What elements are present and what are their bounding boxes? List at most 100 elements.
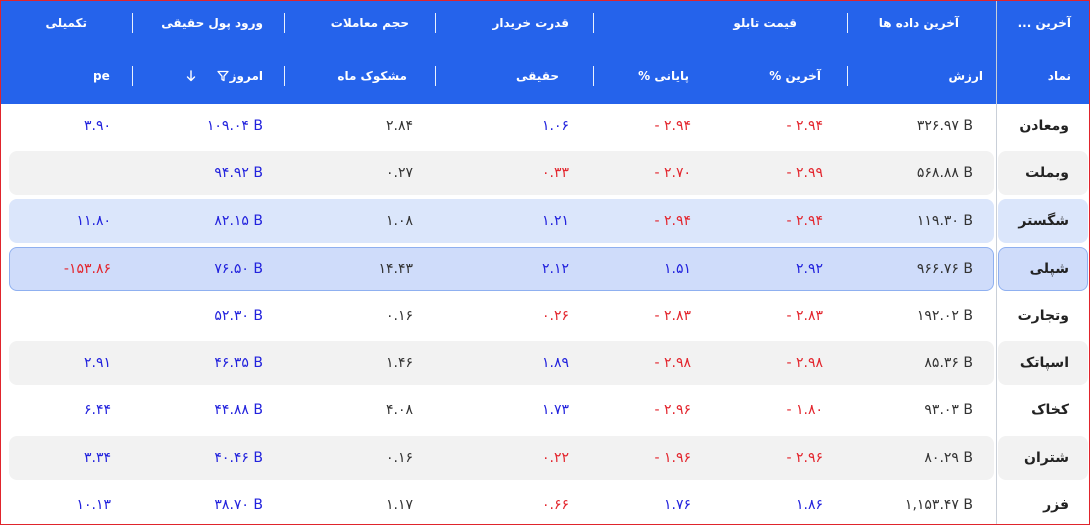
real-cell: ۰.۳۳: [541, 165, 569, 181]
symbol-cell[interactable]: وبملت: [1025, 165, 1069, 181]
symbol-cell[interactable]: ومعادن: [1019, 118, 1069, 134]
row-background: [998, 104, 1088, 148]
suspicious-month-cell: ۱.۱۷: [385, 497, 413, 513]
value-cell: ۱۹۲.۰۲ B: [916, 308, 973, 324]
real-cell: ۰.۲۶: [541, 308, 569, 324]
header-divider: [435, 66, 436, 86]
close-pct-cell: - ۲.۹۸: [654, 355, 691, 371]
table-row[interactable]: ومعادن ۳۲۶.۹۷ B - ۲.۹۴ - ۲.۹۴ ۱.۰۶ ۲.۸۴ …: [1, 104, 1089, 148]
table-row[interactable]: وبملت ۵۶۸.۸۸ B - ۲.۹۹ - ۲.۷۰ ۰.۳۳ ۰.۲۷ ۹…: [1, 151, 1089, 195]
real-cell: ۲.۱۲: [541, 261, 569, 277]
group-latest-more[interactable]: آخرین ...: [1017, 16, 1071, 30]
row-background: [998, 388, 1088, 432]
row-background: [9, 483, 994, 524]
pe-cell: ۱۱.۸۰: [76, 213, 111, 229]
last-pct-cell: ۱.۸۶: [795, 497, 823, 513]
row-background: [998, 199, 1088, 243]
header-divider: [847, 13, 848, 33]
filter-icon[interactable]: [217, 67, 229, 85]
pe-cell: ۶.۴۴: [83, 402, 111, 418]
table-row[interactable]: شتران ۸۰.۲۹ B - ۲.۹۶ - ۱.۹۶ ۰.۲۲ ۰.۱۶ ۴۰…: [1, 436, 1089, 480]
suspicious-month-cell: ۰.۱۶: [385, 308, 413, 324]
group-trade-volume[interactable]: حجم معاملات: [330, 16, 409, 30]
table-header: آخرین ... آخرین داده ها قیمت تابلو قدرت …: [1, 1, 1089, 104]
row-background: [998, 483, 1088, 524]
row-background: [998, 151, 1088, 195]
close-pct-cell: - ۲.۸۳: [654, 308, 691, 324]
group-buyer-power[interactable]: قدرت خریدار: [492, 16, 569, 30]
real-cell: ۱.۰۶: [541, 118, 569, 134]
today-cell: ۵۲.۳۰ B: [214, 308, 263, 324]
real-cell: ۱.۷۳: [541, 402, 569, 418]
real-cell: ۰.۶۶: [541, 497, 569, 513]
sort-desc-icon[interactable]: [185, 67, 197, 85]
table-row[interactable]: اسپاتک ۸۵.۳۶ B - ۲.۹۸ - ۲.۹۸ ۱.۸۹ ۱.۴۶ ۴…: [1, 341, 1089, 385]
col-symbol[interactable]: نماد: [1047, 69, 1071, 83]
pe-cell: ۲.۹۱: [83, 355, 111, 371]
symbol-cell[interactable]: کخاک: [1031, 402, 1069, 418]
row-background: [9, 436, 994, 480]
value-cell: ۹۳.۰۳ B: [924, 402, 973, 418]
suspicious-month-cell: ۰.۲۷: [385, 165, 413, 181]
today-cell: ۴۰.۴۶ B: [214, 450, 263, 466]
pe-cell: ۳.۹۰: [83, 118, 111, 134]
row-background: [998, 341, 1088, 385]
row-background: [9, 341, 994, 385]
row-background: [9, 247, 994, 291]
table-row[interactable]: فزر ۱,۱۵۳.۴۷ B ۱.۸۶ ۱.۷۶ ۰.۶۶ ۱.۱۷ ۳۸.۷۰…: [1, 483, 1089, 524]
group-real-money-inflow[interactable]: ورود پول حقیقی: [161, 16, 263, 30]
table-row[interactable]: کخاک ۹۳.۰۳ B - ۱.۸۰ - ۲.۹۶ ۱.۷۳ ۴.۰۸ ۴۴.…: [1, 388, 1089, 432]
last-pct-cell: - ۲.۸۳: [786, 308, 823, 324]
col-today[interactable]: امروز: [229, 69, 263, 83]
today-cell: ۸۲.۱۵ B: [214, 213, 263, 229]
col-real[interactable]: حقیقی: [516, 69, 559, 83]
last-pct-cell: - ۲.۹۸: [786, 355, 823, 371]
group-supplementary[interactable]: تکمیلی: [45, 16, 87, 30]
table-row[interactable]: شگستر ۱۱۹.۳۰ B - ۲.۹۴ - ۲.۹۴ ۱.۲۱ ۱.۰۸ ۸…: [1, 199, 1089, 243]
suspicious-month-cell: ۱۴.۴۳: [378, 261, 413, 277]
row-background: [9, 388, 994, 432]
symbol-cell[interactable]: اسپاتک: [1019, 355, 1069, 371]
today-cell: ۴۴.۸۸ B: [214, 402, 263, 418]
symbol-cell[interactable]: فزر: [1043, 497, 1069, 513]
symbol-cell[interactable]: شپلی: [1029, 261, 1069, 277]
header-divider: [435, 13, 436, 33]
last-pct-cell: - ۲.۹۴: [786, 118, 823, 134]
pe-cell: -۱۵۳.۸۶: [63, 261, 111, 277]
close-pct-cell: - ۲.۹۴: [654, 213, 691, 229]
group-board-price[interactable]: قیمت تابلو: [733, 16, 797, 30]
symbol-cell[interactable]: وتجارت: [1017, 308, 1069, 324]
close-pct-cell: - ۲.۹۶: [654, 402, 691, 418]
symbol-column-divider: [996, 1, 997, 524]
table-row[interactable]: وتجارت ۱۹۲.۰۲ B - ۲.۸۳ - ۲.۸۳ ۰.۲۶ ۰.۱۶ …: [1, 294, 1089, 338]
value-cell: ۵۶۸.۸۸ B: [916, 165, 973, 181]
row-background: [9, 294, 994, 338]
today-cell: ۳۸.۷۰ B: [214, 497, 263, 513]
value-cell: ۸۵.۳۶ B: [924, 355, 973, 371]
today-cell: ۱۰۹.۰۴ B: [206, 118, 263, 134]
header-divider: [593, 66, 594, 86]
col-value[interactable]: ارزش: [948, 69, 984, 83]
value-cell: ۸۰.۲۹ B: [924, 450, 973, 466]
col-close-pct[interactable]: پایانی %: [638, 69, 689, 83]
close-pct-cell: - ۱.۹۶: [654, 450, 691, 466]
value-cell: ۱,۱۵۳.۴۷ B: [904, 497, 973, 513]
table-row[interactable]: شپلی ۹۶۶.۷۶ B ۲.۹۲ ۱.۵۱ ۲.۱۲ ۱۴.۴۳ ۷۶.۵۰…: [1, 247, 1089, 291]
value-cell: ۹۶۶.۷۶ B: [916, 261, 973, 277]
real-cell: ۱.۲۱: [541, 213, 569, 229]
group-latest-data[interactable]: آخرین داده ها: [878, 16, 959, 30]
symbol-cell[interactable]: شتران: [1024, 450, 1069, 466]
real-cell: ۱.۸۹: [541, 355, 569, 371]
header-divider: [593, 13, 594, 33]
col-last-pct[interactable]: آخرین %: [769, 69, 821, 83]
col-pe[interactable]: pe: [93, 69, 110, 83]
today-cell: ۴۶.۳۵ B: [214, 355, 263, 371]
last-pct-cell: - ۲.۹۶: [786, 450, 823, 466]
col-suspicious-month[interactable]: مشکوک ماه: [337, 69, 407, 83]
close-pct-cell: ۱.۷۶: [663, 497, 691, 513]
suspicious-month-cell: ۰.۱۶: [385, 450, 413, 466]
suspicious-month-cell: ۲.۸۴: [385, 118, 413, 134]
row-background: [998, 294, 1088, 338]
symbol-cell[interactable]: شگستر: [1018, 213, 1069, 229]
